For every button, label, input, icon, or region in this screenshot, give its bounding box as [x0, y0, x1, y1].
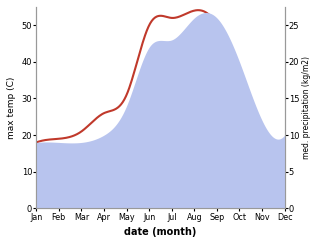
Y-axis label: med. precipitation (kg/m2): med. precipitation (kg/m2) [302, 56, 311, 159]
Y-axis label: max temp (C): max temp (C) [7, 76, 16, 139]
X-axis label: date (month): date (month) [124, 227, 197, 237]
